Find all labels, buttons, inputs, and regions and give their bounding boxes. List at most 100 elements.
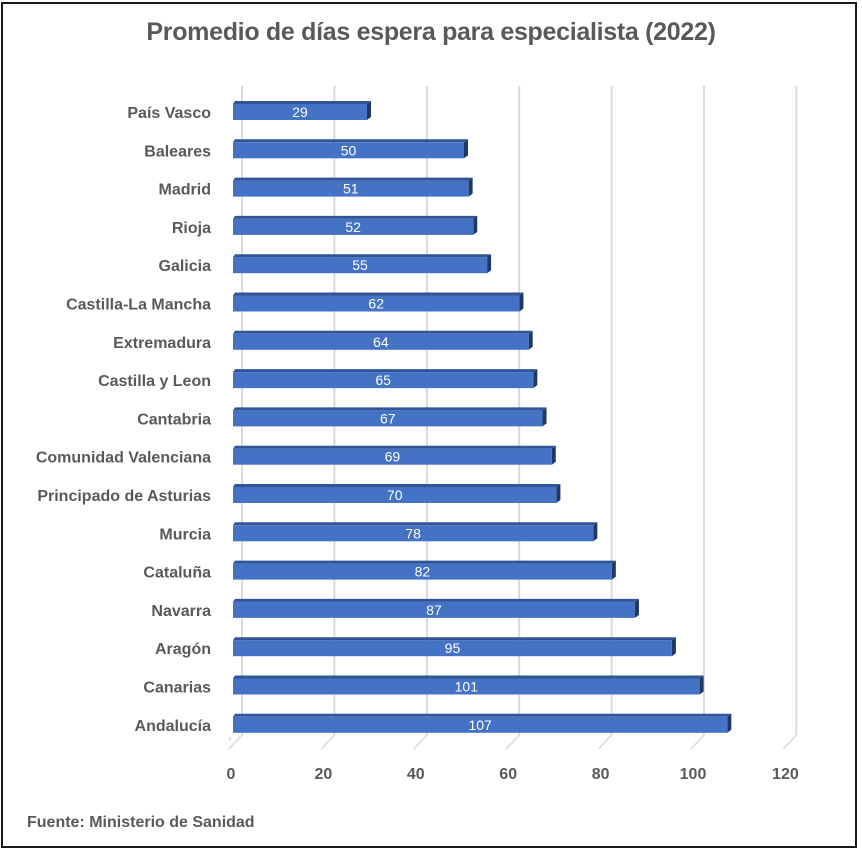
bar-front: [233, 678, 700, 695]
bar-top: [233, 713, 732, 717]
bar-top: [233, 407, 547, 411]
bar-front: [233, 410, 543, 427]
bar: 87: [233, 598, 639, 618]
bar: 62: [233, 292, 524, 312]
bar: 50: [233, 139, 468, 159]
bar-side: [551, 445, 556, 465]
data-label: 78: [405, 525, 421, 541]
bar-front: [233, 448, 552, 465]
x-tick-label: 100: [680, 766, 707, 783]
bar-front: [233, 180, 469, 197]
bar-side: [542, 407, 547, 427]
bar-side: [528, 330, 533, 350]
data-label: 65: [375, 372, 391, 388]
x-tick-label: 20: [315, 766, 333, 783]
bar: 70: [233, 484, 561, 503]
bar-top: [233, 254, 492, 258]
bar-front: [233, 333, 529, 350]
bar-top: [233, 292, 524, 296]
x-tick-label: 60: [499, 766, 517, 783]
bar: 29: [233, 101, 371, 120]
bar: 107: [233, 713, 732, 733]
bar-top: [233, 637, 676, 641]
bar-side: [593, 522, 598, 542]
data-label: 107: [468, 717, 492, 733]
bar-top: [233, 177, 473, 181]
bars: 29 50 51 52 55 62 64 65 67 69 70 78 82 87 95 101 107: [233, 101, 732, 733]
bar-top: [233, 215, 478, 219]
bar: 78: [233, 522, 598, 542]
bar: 67: [233, 407, 547, 427]
bar-front: [233, 372, 534, 389]
data-label: 67: [380, 410, 396, 426]
category-label: Navarra: [151, 603, 211, 620]
data-label: 87: [426, 602, 442, 618]
bar-top: [233, 445, 556, 449]
category-label: Comunidad Valenciana: [36, 450, 211, 467]
bar-top: [233, 560, 616, 564]
bar-top: [233, 484, 561, 487]
bar-side: [699, 675, 704, 695]
gridline-floor: [320, 734, 335, 750]
category-label: Galicia: [159, 258, 212, 275]
bar: 65: [233, 369, 538, 389]
bar-side: [556, 484, 561, 503]
bar-front: [233, 104, 367, 120]
bar-side: [611, 560, 616, 580]
bar-top: [233, 139, 468, 143]
bar-side: [473, 215, 478, 235]
category-label: Rioja: [172, 220, 211, 237]
bar-side: [634, 598, 639, 618]
x-tick-labels: 0 20 40 60 80 100 120: [227, 766, 799, 783]
bar: 69: [233, 445, 556, 465]
category-label: Cantabria: [137, 411, 211, 428]
bar-top: [233, 598, 639, 602]
bar-side: [671, 637, 676, 657]
bar-side: [366, 101, 371, 120]
category-label: Aragón: [155, 641, 211, 658]
x-tick-label: 40: [407, 766, 425, 783]
bar-top: [233, 330, 533, 334]
bar-front: [233, 601, 635, 618]
bar-side: [533, 369, 538, 389]
data-label: 95: [445, 640, 461, 656]
data-label: 101: [455, 679, 479, 695]
bar-front: [233, 257, 488, 274]
bar-top: [233, 675, 704, 679]
data-label: 52: [345, 219, 361, 235]
bar-side: [487, 254, 492, 274]
gridline-floor: [228, 734, 243, 750]
data-label: 64: [373, 334, 389, 350]
data-label: 55: [352, 257, 368, 273]
category-label: Castilla y Leon: [98, 373, 211, 390]
bar-side: [727, 713, 732, 733]
bar-side: [468, 177, 473, 197]
x-tick-label: 120: [772, 766, 799, 783]
bar-front: [233, 716, 728, 733]
category-label: Murcia: [159, 526, 211, 543]
bar-front: [233, 218, 474, 235]
category-labels: País Vasco Baleares Madrid Rioja Galicia Cast…: [36, 105, 211, 735]
bar-top: [233, 522, 598, 526]
gridline-floor: [782, 734, 797, 750]
bar-front: [233, 142, 464, 159]
bar: 95: [233, 637, 676, 657]
data-label: 69: [385, 449, 401, 465]
bar: 52: [233, 215, 478, 235]
category-label: País Vasco: [127, 105, 211, 122]
data-label: 29: [292, 104, 308, 120]
chart-title: Promedio de días espera para especialist…: [146, 18, 716, 46]
gridline-floor: [413, 734, 428, 750]
bar-side: [519, 292, 524, 312]
data-label: 82: [415, 564, 431, 580]
category-label: Extremadura: [113, 335, 211, 352]
category-label: Canarias: [143, 680, 211, 697]
category-label: Cataluña: [143, 565, 211, 582]
bar: 64: [233, 330, 533, 350]
source-note: Fuente: Ministerio de Sanidad: [27, 814, 255, 831]
bar: 55: [233, 254, 492, 274]
data-label: 62: [368, 296, 384, 312]
bar-top: [233, 369, 538, 373]
category-label: Principado de Asturias: [37, 488, 211, 505]
